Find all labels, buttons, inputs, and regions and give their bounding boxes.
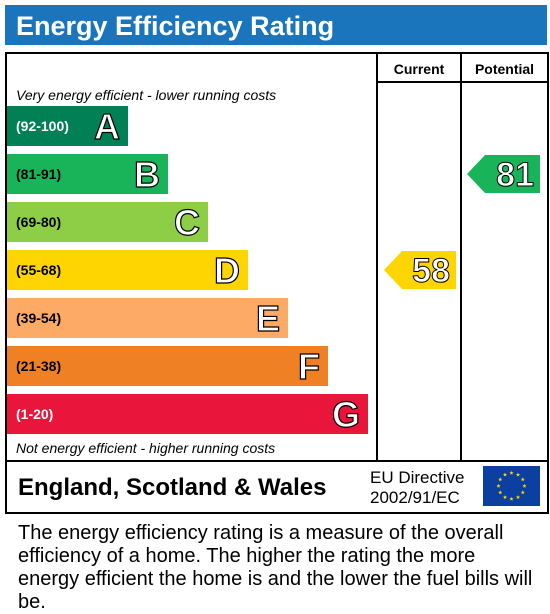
- band-range-label: (81-91): [16, 166, 62, 182]
- band-range-label: (21-38): [16, 358, 62, 374]
- eu-star-icon: [520, 490, 525, 495]
- band-range-label: (69-80): [16, 214, 62, 230]
- eu-star-icon: [502, 472, 508, 477]
- band-b: (81-91) B: [7, 153, 168, 196]
- eu-flag-icon: [483, 466, 540, 506]
- band-g: (1-20) G: [7, 393, 368, 436]
- band-letter: G: [331, 393, 360, 435]
- chart-title: Energy Efficiency Rating: [16, 11, 335, 41]
- bottom-note: Not energy efficient - higher running co…: [16, 440, 276, 456]
- eu-star-icon: [498, 490, 503, 495]
- potential-column-divider: [460, 52, 462, 462]
- eu-star-icon: [515, 495, 521, 500]
- potential-rating-arrow-value: 81: [496, 156, 535, 195]
- eu-star-icon: [496, 483, 501, 488]
- eu-star-icon: [515, 472, 521, 477]
- band-range-label: (1-20): [16, 406, 54, 422]
- band-range-label: (92-100): [16, 118, 69, 134]
- potential-rating-arrow: 81: [467, 155, 540, 195]
- band-letter: F: [297, 345, 320, 387]
- title-bar: Energy Efficiency Rating: [5, 5, 547, 45]
- eu-directive-number: 2002/91/EC: [370, 488, 460, 507]
- band-f: (21-38) F: [7, 345, 328, 388]
- top-note: Very energy efficient - lower running co…: [16, 87, 277, 103]
- eu-star-icon: [498, 477, 503, 482]
- current-column-header: Current: [393, 61, 445, 77]
- eu-star-icon: [522, 483, 527, 488]
- band-range-label: (39-54): [16, 310, 62, 326]
- eu-directive-label: EU Directive: [370, 468, 465, 487]
- current-rating-arrow-value: 58: [412, 252, 451, 291]
- current-rating-arrow-shape: [384, 251, 456, 289]
- band-letter: D: [213, 249, 240, 291]
- footer-country: England, Scotland & Wales: [18, 474, 327, 501]
- band-letter: E: [255, 297, 280, 339]
- eu-star-icon: [509, 496, 514, 501]
- header-divider: [376, 81, 547, 83]
- band-letter: A: [93, 105, 120, 147]
- eu-star-icon: [502, 495, 508, 500]
- band-a: (92-100) A: [7, 105, 128, 148]
- current-column-divider: [376, 52, 378, 462]
- description-text: The energy efficiency rating is a measur…: [18, 522, 533, 613]
- eu-star-icon: [509, 470, 514, 475]
- band-d: (55-68) D: [7, 249, 248, 292]
- band-range-label: (55-68): [16, 262, 62, 278]
- band-letter: C: [173, 201, 200, 243]
- band-e: (39-54) E: [7, 297, 288, 340]
- eu-star-icon: [520, 477, 525, 482]
- potential-rating-arrow-shape: [467, 155, 540, 193]
- band-c: (69-80) C: [7, 201, 208, 244]
- potential-column-header: Potential: [474, 61, 535, 77]
- current-rating-arrow: 58: [384, 251, 456, 291]
- rating-frame: [5, 52, 549, 514]
- band-letter: B: [133, 153, 160, 195]
- footer-divider: [5, 460, 547, 462]
